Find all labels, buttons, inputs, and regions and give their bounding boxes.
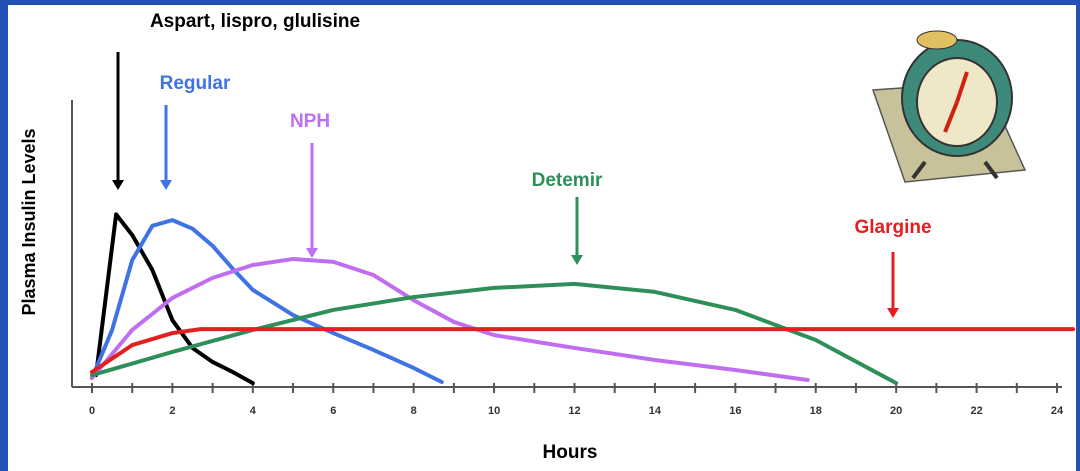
series-line: [90, 257, 810, 382]
series-label: Detemir: [532, 170, 603, 191]
annotation-arrowhead: [571, 255, 583, 265]
x-tick-label: 0: [89, 405, 95, 417]
y-axis-label: Plasma Insulin Levels: [19, 128, 39, 315]
x-tick-label: 24: [1051, 405, 1064, 417]
x-tick-label: 22: [970, 405, 982, 417]
x-tick-label: 10: [488, 405, 500, 417]
x-tick-label: 12: [568, 405, 580, 417]
series-label: Aspart, lispro, glulisine: [150, 11, 360, 32]
series-line: [90, 327, 1076, 374]
annotation-arrowhead: [887, 308, 899, 318]
x-axis-label: Hours: [543, 442, 598, 463]
series-line: [90, 218, 444, 384]
x-tick-label: 6: [330, 405, 336, 417]
series-label: NPH: [290, 111, 330, 132]
annotation-arrowhead: [306, 248, 318, 258]
clock-icon: [871, 30, 1027, 183]
x-tick-label: 8: [411, 405, 417, 417]
x-tick-label: 2: [169, 405, 175, 417]
x-tick-label: 20: [890, 405, 902, 417]
x-tick-label: 4: [250, 405, 257, 417]
series-label: Regular: [160, 73, 231, 94]
annotation-arrowhead: [112, 180, 124, 190]
x-tick-label: 18: [810, 405, 822, 417]
series-line: [90, 281, 899, 386]
x-tick-label: 14: [649, 405, 662, 417]
series-line: [94, 212, 255, 386]
annotation-arrowhead: [160, 180, 172, 190]
series-label: Glargine: [854, 217, 931, 238]
x-tick-label: 16: [729, 405, 741, 417]
plot-background: [8, 5, 1076, 471]
